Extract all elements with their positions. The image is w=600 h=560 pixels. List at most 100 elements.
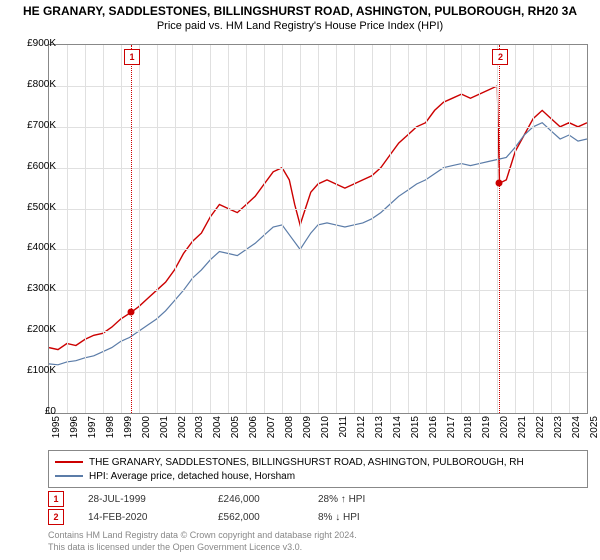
x-axis-label: 2018 [463,416,474,446]
x-axis-label: 2003 [194,416,205,446]
x-axis-label: 1998 [105,416,116,446]
x-axis-label: 2016 [428,416,439,446]
footer-line-2: This data is licensed under the Open Gov… [48,542,357,554]
gridline-vertical [551,45,552,413]
gridline-vertical [103,45,104,413]
transaction-date: 28-JUL-1999 [88,494,218,505]
x-axis-label: 2007 [266,416,277,446]
gridline-vertical [67,45,68,413]
legend-row: HPI: Average price, detached house, Hors… [55,469,581,483]
gridline-vertical [85,45,86,413]
marker-dot-1 [127,309,134,316]
transaction-row: 1 28-JUL-1999£246,00028% ↑ HPI [48,490,588,508]
x-axis-label: 2011 [338,416,349,446]
x-axis-label: 2020 [499,416,510,446]
x-axis-label: 2001 [159,416,170,446]
x-axis-label: 1999 [123,416,134,446]
x-axis-label: 2013 [374,416,385,446]
y-axis-label: £900K [12,38,56,49]
x-axis-label: 2025 [589,416,600,446]
gridline-vertical [444,45,445,413]
x-axis-label: 2004 [212,416,223,446]
gridline-vertical [390,45,391,413]
marker-line-2 [499,45,500,413]
transaction-row: 2 14-FEB-2020£562,0008% ↓ HPI [48,508,588,526]
y-axis-label: £500K [12,202,56,213]
marker-label-1: 1 [124,49,140,65]
x-axis-label: 2005 [230,416,241,446]
x-axis-label: 2015 [410,416,421,446]
footer-line-1: Contains HM Land Registry data © Crown c… [48,530,357,542]
transaction-date: 14-FEB-2020 [88,512,218,523]
transaction-table: 1 28-JUL-1999£246,00028% ↑ HPI 2 14-FEB-202… [48,490,588,526]
legend-box: THE GRANARY, SADDLESTONES, BILLINGSHURST… [48,450,588,488]
y-axis-label: £800K [12,79,56,90]
x-axis-label: 2021 [517,416,528,446]
chart-title: HE GRANARY, SADDLESTONES, BILLINGSHURST … [0,0,600,18]
transaction-pct: 8% ↓ HPI [318,512,438,523]
chart-container: HE GRANARY, SADDLESTONES, BILLINGSHURST … [0,0,600,560]
gridline-vertical [408,45,409,413]
marker-dot-2 [496,180,503,187]
gridline-vertical [318,45,319,413]
x-axis-label: 2024 [571,416,582,446]
y-axis-label: £400K [12,242,56,253]
x-axis-label: 2022 [535,416,546,446]
transaction-price: £562,000 [218,512,318,523]
x-axis-label: 2009 [302,416,313,446]
y-axis-label: £0 [12,406,56,417]
x-axis-label: 1997 [87,416,98,446]
gridline-vertical [354,45,355,413]
gridline-vertical [479,45,480,413]
x-axis-label: 2010 [320,416,331,446]
x-axis-label: 2019 [481,416,492,446]
gridline-vertical [175,45,176,413]
x-axis-label: 2002 [177,416,188,446]
gridline-vertical [461,45,462,413]
y-axis-label: £200K [12,324,56,335]
gridline-vertical [264,45,265,413]
x-axis-label: 2006 [248,416,259,446]
gridline-vertical [569,45,570,413]
gridline-vertical [282,45,283,413]
gridline-vertical [533,45,534,413]
gridline-vertical [515,45,516,413]
transaction-marker-id: 2 [48,509,64,525]
x-axis-label: 2000 [141,416,152,446]
x-axis-label: 2014 [392,416,403,446]
legend-label: THE GRANARY, SADDLESTONES, BILLINGSHURST… [89,457,524,468]
y-axis-label: £100K [12,365,56,376]
gridline-vertical [372,45,373,413]
x-axis-label: 2012 [356,416,367,446]
legend-row: THE GRANARY, SADDLESTONES, BILLINGSHURST… [55,455,581,469]
x-axis-label: 2017 [446,416,457,446]
gridline-vertical [192,45,193,413]
x-axis-label: 2023 [553,416,564,446]
x-axis-label: 1996 [69,416,80,446]
y-axis-label: £600K [12,161,56,172]
y-axis-label: £700K [12,120,56,131]
transaction-price: £246,000 [218,494,318,505]
legend-label: HPI: Average price, detached house, Hors… [89,471,295,482]
legend-swatch [55,475,83,477]
gridline-vertical [246,45,247,413]
gridline-vertical [300,45,301,413]
marker-line-1 [131,45,132,413]
legend-swatch [55,461,83,463]
x-axis-label: 2008 [284,416,295,446]
transaction-marker-id: 1 [48,491,64,507]
chart-plot-area: 12 [48,44,588,414]
y-axis-label: £300K [12,283,56,294]
x-axis-label: 1995 [51,416,62,446]
gridline-vertical [210,45,211,413]
footer-text: Contains HM Land Registry data © Crown c… [48,530,357,553]
transaction-pct: 28% ↑ HPI [318,494,438,505]
gridline-vertical [121,45,122,413]
gridline-vertical [139,45,140,413]
gridline-vertical [228,45,229,413]
marker-label-2: 2 [492,49,508,65]
gridline-vertical [336,45,337,413]
gridline-vertical [157,45,158,413]
chart-subtitle: Price paid vs. HM Land Registry's House … [0,18,600,36]
gridline-vertical [426,45,427,413]
